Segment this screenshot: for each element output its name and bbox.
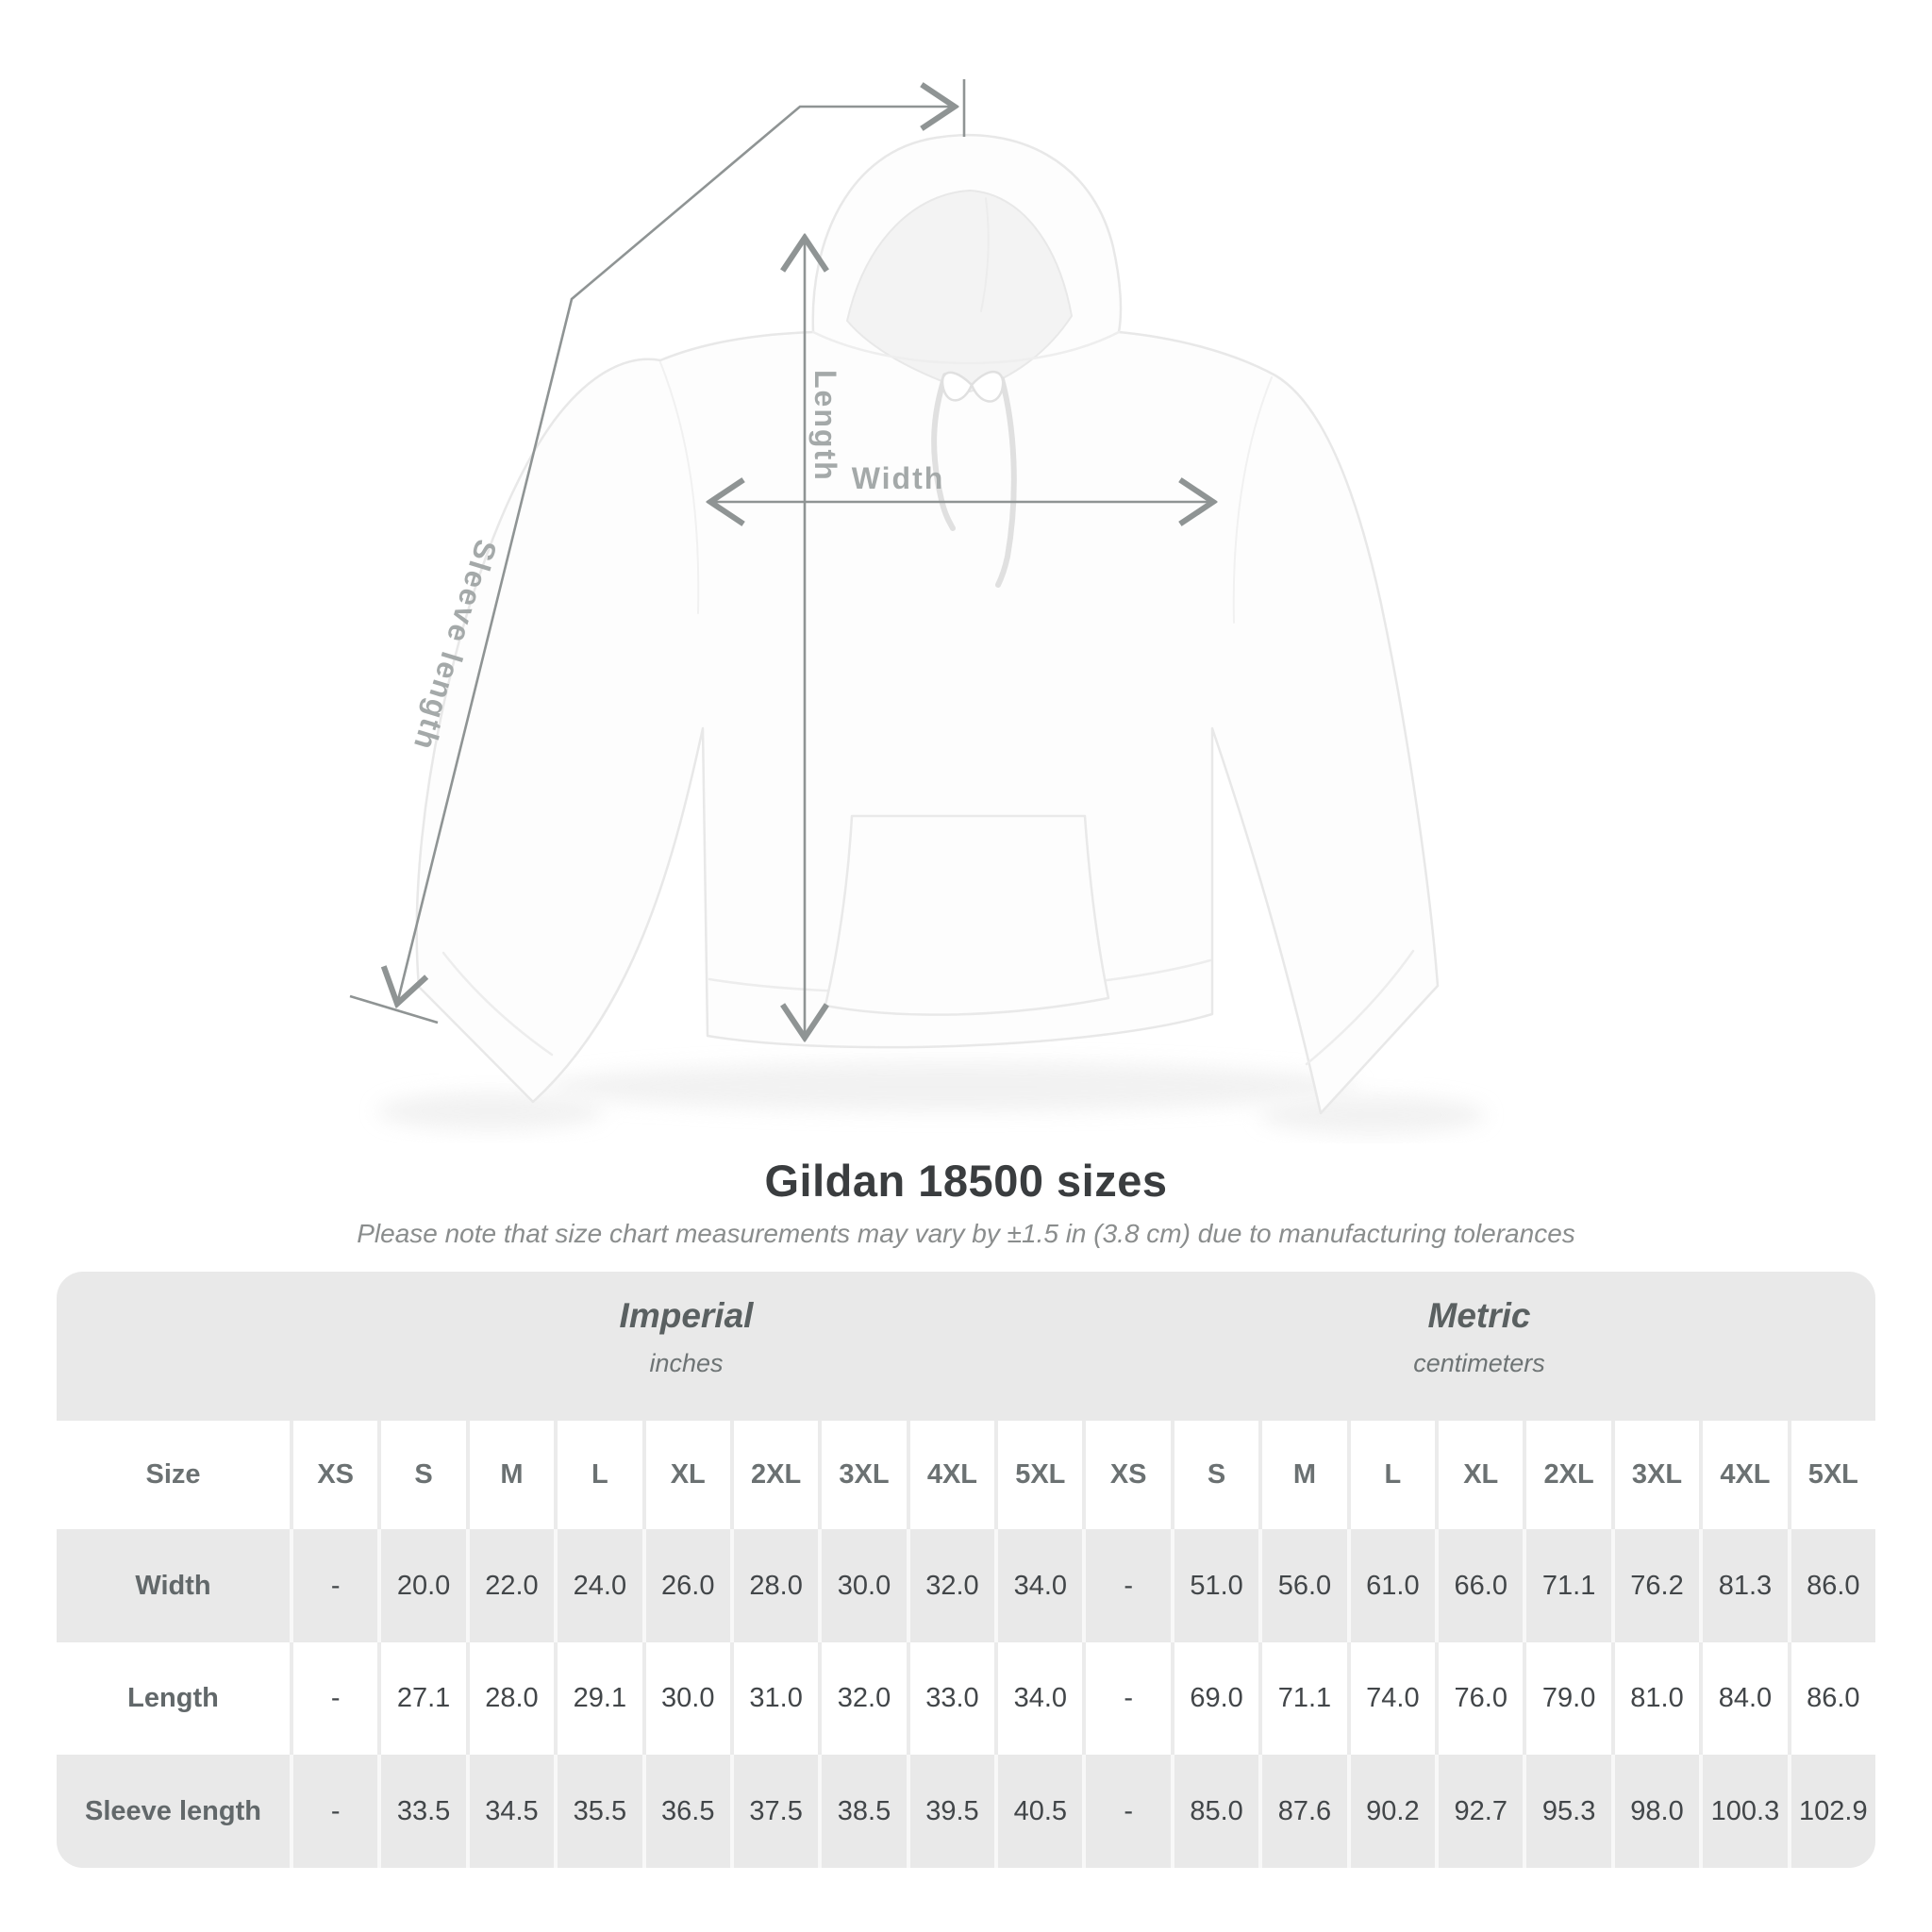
length-label: Length	[808, 370, 842, 482]
size-header-imperial-2XL: 2XL	[729, 1421, 819, 1529]
cell-width-imperial-XS: -	[290, 1529, 378, 1642]
cell-width-metric-M: 56.0	[1258, 1529, 1347, 1642]
cell-sleeve-length-metric-S: 85.0	[1170, 1755, 1259, 1868]
cell-width-metric-4XL: 81.3	[1699, 1529, 1788, 1642]
cell-length-metric-S: 69.0	[1170, 1642, 1259, 1755]
size-header-metric-S: S	[1170, 1421, 1259, 1529]
width-label: Width	[852, 461, 945, 495]
size-header-imperial-M: M	[465, 1421, 555, 1529]
cell-width-imperial-2XL: 28.0	[729, 1529, 819, 1642]
imperial-label: Imperial	[619, 1296, 754, 1335]
size-header-metric-L: L	[1346, 1421, 1436, 1529]
cell-sleeve-length-metric-4XL: 100.3	[1699, 1755, 1788, 1868]
cell-length-imperial-M: 28.0	[465, 1642, 555, 1755]
cell-sleeve-length-metric-2XL: 95.3	[1523, 1755, 1611, 1868]
cell-sleeve-length-imperial-XL: 36.5	[641, 1755, 730, 1868]
size-header-metric-M: M	[1258, 1421, 1347, 1529]
table-corner-cell-size: Size	[57, 1421, 290, 1529]
size-header-metric-5XL: 5XL	[1787, 1421, 1875, 1529]
cell-sleeve-length-imperial-S: 33.5	[377, 1755, 466, 1868]
size-header-metric-4XL: 4XL	[1699, 1421, 1788, 1529]
imperial-group-header: Imperial inches	[290, 1296, 1083, 1378]
cell-sleeve-length-metric-XS: -	[1082, 1755, 1171, 1868]
cell-length-imperial-L: 29.1	[554, 1642, 642, 1755]
sleeve-length-bottom-tick	[349, 994, 439, 1024]
size-header-imperial-L: L	[554, 1421, 642, 1529]
cell-sleeve-length-metric-3XL: 98.0	[1610, 1755, 1700, 1868]
size-header-imperial-4XL: 4XL	[906, 1421, 995, 1529]
size-header-imperial-3XL: 3XL	[818, 1421, 907, 1529]
size-header-metric-2XL: 2XL	[1523, 1421, 1611, 1529]
cell-length-imperial-S: 27.1	[377, 1642, 466, 1755]
cell-width-imperial-XL: 26.0	[641, 1529, 730, 1642]
hoodie-shadow	[377, 1062, 1486, 1134]
cell-length-imperial-3XL: 32.0	[818, 1642, 907, 1755]
size-header-imperial-5XL: 5XL	[994, 1421, 1083, 1529]
cell-sleeve-length-imperial-5XL: 40.5	[994, 1755, 1083, 1868]
row-label-width: Width	[57, 1529, 290, 1642]
cell-width-imperial-M: 22.0	[465, 1529, 555, 1642]
cell-width-metric-S: 51.0	[1170, 1529, 1259, 1642]
cell-length-metric-2XL: 79.0	[1523, 1642, 1611, 1755]
cell-width-metric-L: 61.0	[1346, 1529, 1436, 1642]
cell-length-metric-5XL: 86.0	[1787, 1642, 1875, 1755]
size-header-metric-3XL: 3XL	[1610, 1421, 1700, 1529]
imperial-unit-label: inches	[649, 1349, 724, 1377]
cell-width-imperial-3XL: 30.0	[818, 1529, 907, 1642]
cell-width-metric-3XL: 76.2	[1610, 1529, 1700, 1642]
size-header-metric-XL: XL	[1435, 1421, 1524, 1529]
cell-sleeve-length-imperial-3XL: 38.5	[818, 1755, 907, 1868]
cell-sleeve-length-imperial-4XL: 39.5	[906, 1755, 995, 1868]
page-title: Gildan 18500 sizes	[764, 1156, 1168, 1206]
cell-length-imperial-2XL: 31.0	[729, 1642, 819, 1755]
cell-sleeve-length-imperial-XS: -	[290, 1755, 378, 1868]
cell-width-metric-2XL: 71.1	[1523, 1529, 1611, 1642]
cell-sleeve-length-metric-5XL: 102.9	[1787, 1755, 1875, 1868]
metric-unit-label: centimeters	[1413, 1349, 1545, 1377]
cell-length-imperial-5XL: 34.0	[994, 1642, 1083, 1755]
metric-label: Metric	[1427, 1296, 1531, 1335]
cell-length-imperial-XL: 30.0	[641, 1642, 730, 1755]
cell-length-imperial-XS: -	[290, 1642, 378, 1755]
cell-width-imperial-5XL: 34.0	[994, 1529, 1083, 1642]
cell-width-metric-XL: 66.0	[1435, 1529, 1524, 1642]
size-chart-table: Imperial inches Metric centimeters Size X…	[57, 1272, 1875, 1868]
cell-length-metric-M: 71.1	[1258, 1642, 1347, 1755]
page-subtitle: Please note that size chart measurements…	[357, 1219, 1575, 1248]
right-cuff-seam	[1305, 949, 1415, 1066]
cell-sleeve-length-imperial-L: 35.5	[554, 1755, 642, 1868]
cell-length-metric-L: 74.0	[1346, 1642, 1436, 1755]
cell-width-imperial-L: 24.0	[554, 1529, 642, 1642]
cell-length-metric-4XL: 84.0	[1699, 1642, 1788, 1755]
right-raglan-seam	[1232, 376, 1273, 624]
cell-length-imperial-4XL: 33.0	[906, 1642, 995, 1755]
cell-width-imperial-S: 20.0	[377, 1529, 466, 1642]
cell-width-metric-5XL: 86.0	[1787, 1529, 1875, 1642]
cell-sleeve-length-metric-M: 87.6	[1258, 1755, 1347, 1868]
cell-width-imperial-4XL: 32.0	[906, 1529, 995, 1642]
cell-length-metric-XL: 76.0	[1435, 1642, 1524, 1755]
size-header-metric-XS: XS	[1082, 1421, 1171, 1529]
table-group-header: Imperial inches Metric centimeters	[57, 1272, 1875, 1421]
cell-length-metric-XS: -	[1082, 1642, 1171, 1755]
kangaroo-pocket	[824, 814, 1110, 1016]
cell-sleeve-length-metric-XL: 92.7	[1435, 1755, 1524, 1868]
metric-group-header: Metric centimeters	[1083, 1296, 1875, 1378]
sleeve-length-line	[397, 107, 955, 1004]
measurement-lines	[349, 79, 1213, 1038]
size-header-imperial-S: S	[377, 1421, 466, 1529]
cell-sleeve-length-metric-L: 90.2	[1346, 1755, 1436, 1868]
hoodie-measurement-diagram: Sleeve length Length Width	[349, 79, 1486, 1134]
size-header-imperial-XL: XL	[641, 1421, 730, 1529]
cell-sleeve-length-imperial-2XL: 37.5	[729, 1755, 819, 1868]
hoodie-illustration	[415, 133, 1440, 1115]
cell-length-metric-3XL: 81.0	[1610, 1642, 1700, 1755]
row-label-sleeve-length: Sleeve length	[57, 1755, 290, 1868]
row-label-length: Length	[57, 1642, 290, 1755]
hood-seam	[980, 197, 990, 312]
size-header-imperial-XS: XS	[290, 1421, 378, 1529]
cell-sleeve-length-imperial-M: 34.5	[465, 1755, 555, 1868]
cell-width-metric-XS: -	[1082, 1529, 1171, 1642]
